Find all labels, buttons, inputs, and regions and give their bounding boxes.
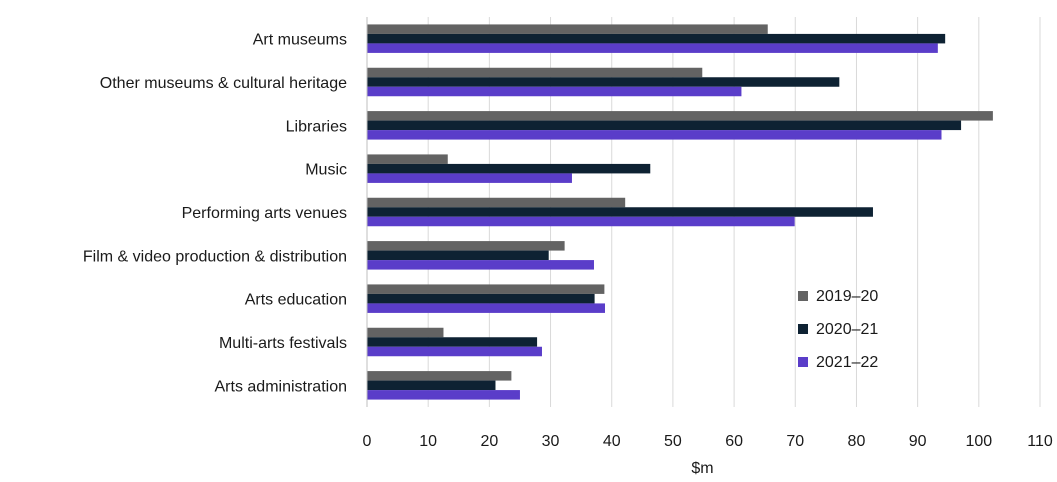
x-tick-label: 40 — [603, 433, 621, 450]
category-label: Multi-arts festivals — [219, 335, 347, 352]
bar — [367, 260, 594, 270]
x-tick-label: 110 — [1027, 433, 1053, 450]
category-label: Arts administration — [215, 378, 348, 395]
bar — [367, 390, 520, 400]
bar — [367, 197, 626, 208]
bar — [367, 163, 651, 174]
legend-label: 2021–22 — [816, 354, 878, 371]
category-label: Other museums & cultural heritage — [100, 75, 347, 92]
bar — [367, 207, 873, 217]
bar — [367, 43, 938, 53]
category-label: Performing arts venues — [182, 205, 347, 222]
bar — [367, 327, 444, 338]
category-label: Film & video production & distribution — [83, 248, 347, 265]
bar — [367, 303, 605, 313]
x-tick-labels: 0 10 20 30 40 50 60 70 80 90 100 110 — [363, 433, 1053, 450]
bar — [367, 346, 542, 357]
category-label: Music — [305, 162, 347, 179]
bar — [367, 154, 448, 164]
x-tick-label: 30 — [542, 433, 560, 450]
bar — [367, 293, 595, 304]
x-axis-title: $m — [691, 460, 713, 477]
bar — [367, 380, 496, 391]
bar — [367, 337, 538, 347]
legend-label: 2020–21 — [816, 321, 878, 338]
bar — [367, 284, 605, 294]
bar — [367, 77, 840, 87]
x-tick-label: 90 — [909, 433, 927, 450]
category-label: Libraries — [286, 118, 347, 135]
bar — [367, 371, 512, 381]
bar — [367, 120, 962, 131]
x-tick-label: 10 — [419, 433, 437, 450]
x-tick-label: 100 — [965, 433, 992, 450]
bar — [367, 216, 795, 227]
bar — [367, 111, 993, 121]
bar — [367, 67, 703, 78]
category-label: Arts education — [245, 292, 347, 309]
legend-label: 2019–20 — [816, 288, 878, 305]
bar — [367, 33, 946, 44]
category-label: Art museums — [253, 32, 347, 49]
x-tick-label: 60 — [725, 433, 743, 450]
bar — [367, 130, 942, 140]
bar — [367, 86, 742, 97]
x-tick-label: 0 — [363, 433, 372, 450]
legend-swatch — [798, 357, 808, 367]
legend-swatch — [798, 324, 808, 334]
bar — [367, 173, 572, 183]
x-tick-label: 80 — [848, 433, 866, 450]
bar — [367, 250, 549, 261]
bars — [367, 24, 993, 400]
bar — [367, 241, 565, 251]
x-tick-label: 70 — [786, 433, 804, 450]
bar — [367, 24, 768, 34]
legend-swatch — [798, 291, 808, 301]
x-tick-label: 20 — [480, 433, 498, 450]
x-tick-label: 50 — [664, 433, 682, 450]
legend: 2019–20 2020–21 2021–22 — [798, 288, 878, 371]
category-labels: Art museums Other museums & cultural heri… — [83, 32, 347, 396]
